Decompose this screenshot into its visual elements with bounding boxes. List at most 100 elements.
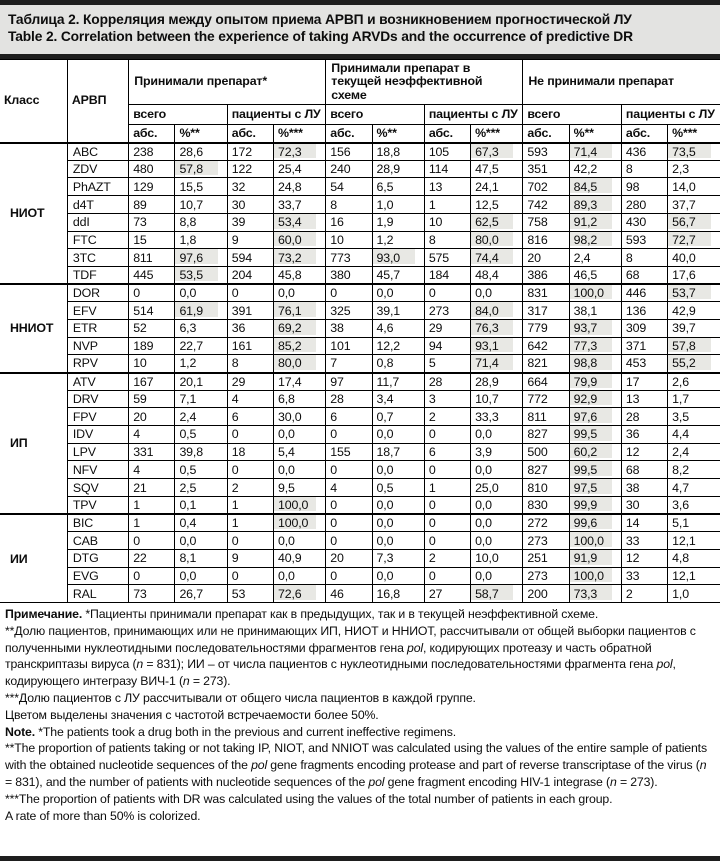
header-total: всего [325,104,425,126]
value-cell: 0 [423,495,472,515]
value-cell-highlighted: 80,0 [470,230,524,250]
value-cell: 30 [226,195,274,214]
value-cell: 0,7 [371,407,425,427]
note-segment: = 831), and the number of patients with … [5,774,369,789]
value-cell-highlighted: 84,0 [470,301,524,320]
table-caption: Таблица 2. Корреляция между опытом прием… [0,5,720,54]
value-cell: 273 [522,531,570,550]
value-cell: 7,1 [174,389,228,409]
header-patients-dr: пациенты с ЛУ [620,104,720,126]
value-cell: 8,8 [174,212,228,232]
drug-cell: ETR [66,318,130,338]
value-cell: 33,7 [272,195,327,214]
value-cell: 758 [522,212,570,232]
value-cell: 0,4 [174,513,228,533]
value-cell-highlighted: 76,3 [470,318,524,338]
value-cell: 155 [325,442,373,462]
value-cell: 453 [620,354,669,374]
table-row: EVG 0 0,0 0 0,0 0 0,0 0 0,0 273 100,0 33 12,1 [0,566,720,586]
drug-cell: CAB [66,531,130,550]
value-cell: 9 [226,548,274,568]
value-cell: 28 [325,389,373,409]
header-group-not-took-drug: Не принимали препарат [522,58,720,106]
table-body: НИОТ ABC 238 28,6 172 72,3 156 18,8 105 67,3 593 71… [0,141,720,603]
value-cell: 14 [620,513,669,533]
value-cell: 702 [522,177,570,197]
drug-cell: EFV [66,301,130,320]
value-cell-highlighted: 53,5 [174,265,228,285]
value-cell: 779 [522,318,570,338]
value-cell: 54 [325,177,373,197]
value-cell-highlighted: 99,5 [568,425,622,444]
value-cell: 28,9 [371,159,425,179]
value-cell: 68 [620,460,669,480]
value-cell: 5 [423,354,472,374]
value-cell: 0 [423,566,472,586]
value-cell: 189 [128,336,176,356]
value-cell: 42,9 [667,301,720,320]
value-cell: 13 [620,389,669,409]
drug-cell: TDF [66,265,130,285]
caption-en: Table 2. Correlation between the experie… [8,28,633,44]
value-cell-highlighted: 76,1 [272,301,327,320]
value-cell: 1 [423,195,472,214]
value-cell: 331 [128,442,176,462]
table-row: ИП ATV 167 20,1 29 17,4 97 11,7 28 28,9 664 79,9 17 2… [0,371,720,515]
note-segment: pol [251,758,268,773]
drug-cell: 3TC [66,248,130,267]
table-row: TDF 445 53,5 204 45,8 380 45,7 184 48,4 386 46,5 68… [0,265,720,285]
drug-cell: LPV [66,442,130,462]
value-cell: 0 [226,566,274,586]
value-cell: 53 [226,584,274,603]
value-cell: 33,3 [470,407,524,427]
value-cell: 4,8 [667,548,720,568]
value-cell: 0,5 [174,460,228,480]
drug-cell: FTC [66,230,130,250]
value-cell: 1 [128,495,176,515]
value-cell: 4,4 [667,425,720,444]
value-cell: 1,2 [174,354,228,374]
header-abs: абс. [128,124,176,144]
value-cell-highlighted: 99,5 [568,460,622,480]
value-cell: 816 [522,230,570,250]
value-cell-highlighted: 85,2 [272,336,327,356]
value-cell: 7,3 [371,548,425,568]
value-cell: 1 [128,513,176,533]
value-cell-highlighted: 93,7 [568,318,622,338]
drug-cell: DTG [66,548,130,568]
note-segment: n [136,657,144,672]
value-cell: 0,5 [371,478,425,497]
value-cell: 172 [226,141,274,161]
value-cell-highlighted: 93,0 [371,248,425,267]
table-row: DRV 59 7,1 4 6,8 28 3,4 3 10,7 772 92,9 13 1,7 [0,389,720,409]
value-cell: 0,0 [174,566,228,586]
value-cell-highlighted: 56,7 [667,212,720,232]
value-cell-highlighted: 98,8 [568,354,622,374]
note-segment: , кодирующего интегразу ВИЧ-1 ( [5,657,676,689]
value-cell-highlighted: 67,3 [470,141,524,161]
value-cell: 0,0 [371,495,425,515]
value-cell: 17,4 [272,371,327,391]
value-cell: 0 [325,531,373,550]
value-cell: 20 [128,407,176,427]
table-row: NVP 189 22,7 161 85,2 101 12,2 94 93,1 642 77,3 371… [0,336,720,356]
value-cell: 0 [226,460,274,480]
value-cell: 26,7 [174,584,228,603]
note-segment: *The patients took a drug both in the pr… [35,724,457,739]
value-cell-highlighted: 53,7 [667,283,720,303]
value-cell: 38 [620,478,669,497]
value-cell: 1 [226,495,274,515]
value-cell: 0,0 [371,283,425,303]
header-pct: %** [568,124,622,144]
value-cell: 0,0 [371,513,425,533]
header-pct: %*** [470,124,524,144]
value-cell: 0 [128,531,176,550]
value-cell: 32 [226,177,274,197]
value-cell: 0 [128,566,176,586]
value-cell: 0,8 [371,354,425,374]
value-cell: 8 [423,230,472,250]
value-cell-highlighted: 100,0 [272,495,327,515]
value-cell-highlighted: 100,0 [568,531,622,550]
value-cell-highlighted: 73,3 [568,584,622,603]
drug-cell: RAL [66,584,130,603]
